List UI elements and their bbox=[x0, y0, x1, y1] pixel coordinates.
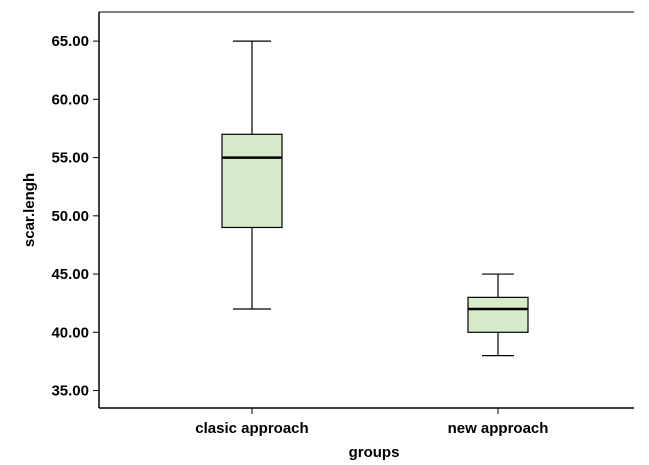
y-tick-label: 55.00 bbox=[51, 150, 89, 167]
y-tick-label: 45.00 bbox=[51, 266, 89, 283]
y-tick-label: 40.00 bbox=[51, 324, 89, 341]
y-tick-label: 35.00 bbox=[51, 383, 89, 400]
iqr-box bbox=[467, 296, 529, 333]
y-tick-label: 60.00 bbox=[51, 91, 89, 108]
plot-frame bbox=[98, 11, 634, 409]
y-tick-label: 50.00 bbox=[51, 208, 89, 225]
y-axis: 35.00 40.00 45.00 50.00 55.00 60.00 65.00 bbox=[51, 33, 99, 400]
y-tick-label: 65.00 bbox=[51, 33, 89, 50]
iqr-box bbox=[221, 133, 283, 229]
y-axis-title: scar.lengh bbox=[21, 173, 38, 247]
boxes bbox=[221, 40, 529, 357]
x-tick-label: clasic approach bbox=[195, 420, 308, 437]
x-axis: clasic approach new approach bbox=[195, 408, 548, 437]
box-2 bbox=[467, 273, 529, 357]
x-axis-title: groups bbox=[349, 444, 400, 461]
x-tick-label: new approach bbox=[448, 420, 549, 437]
box-1 bbox=[221, 40, 283, 310]
